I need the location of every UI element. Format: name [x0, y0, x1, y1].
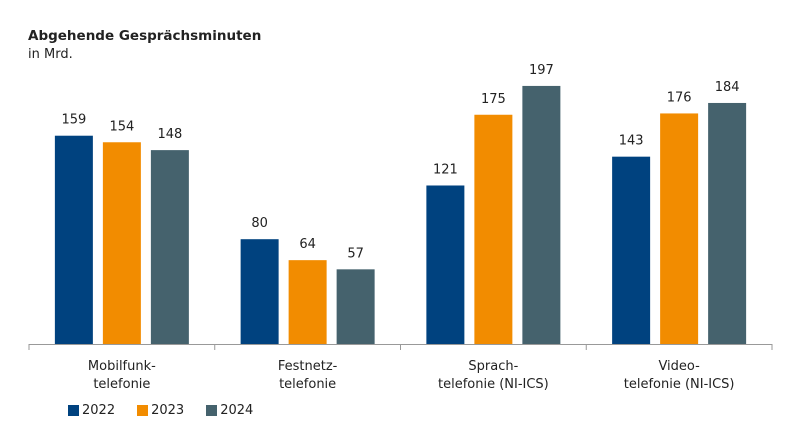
bar-2023: [102, 142, 141, 344]
category-label: telefonie: [93, 377, 150, 392]
data-label: 57: [347, 246, 364, 261]
data-label: 121: [433, 162, 458, 177]
bar-2024: [150, 150, 189, 344]
data-label: 184: [715, 80, 740, 95]
bar-2022: [54, 135, 93, 344]
category-label: Sprach-: [468, 359, 518, 374]
data-label: 197: [529, 63, 554, 78]
data-label: 154: [109, 119, 134, 134]
chart-subtitle: in Mrd.: [28, 47, 73, 62]
bar-2024: [336, 269, 375, 344]
bar-2023: [288, 260, 327, 344]
legend-swatch: [206, 405, 218, 416]
bar-2024: [522, 85, 561, 345]
category-label: Mobilfunk-: [88, 359, 156, 374]
bar-2022: [240, 239, 279, 344]
bar-2024: [708, 102, 747, 345]
legend-label: 2024: [220, 403, 254, 418]
category-label: telefonie: [279, 377, 336, 392]
legend-item: 2024: [206, 403, 253, 418]
legend-item: 2022: [68, 403, 115, 418]
bar-2022: [612, 156, 651, 344]
data-label: 175: [481, 92, 506, 107]
data-label: 64: [299, 237, 316, 252]
legend-item: 2023: [137, 403, 184, 418]
data-label: 176: [667, 90, 692, 105]
legend: 2022 2023 2024: [68, 403, 253, 418]
data-label: 80: [251, 216, 268, 231]
legend-swatch: [137, 405, 149, 416]
bar-2022: [426, 185, 465, 344]
legend-label: 2023: [151, 403, 185, 418]
category-label: Video-: [658, 359, 700, 374]
data-label: 143: [619, 134, 644, 149]
bar-2023: [660, 113, 699, 344]
chart-title: Abgehende Gesprächsminuten: [28, 28, 262, 44]
legend-swatch: [68, 405, 79, 416]
legend-label: 2022: [82, 403, 116, 418]
data-label: 159: [61, 113, 86, 128]
category-label: telefonie (NI-ICS): [624, 377, 735, 392]
bar-2023: [474, 114, 513, 344]
category-label: Festnetz-: [278, 359, 338, 374]
category-label: telefonie (NI-ICS): [438, 377, 549, 392]
data-label: 148: [157, 127, 182, 142]
